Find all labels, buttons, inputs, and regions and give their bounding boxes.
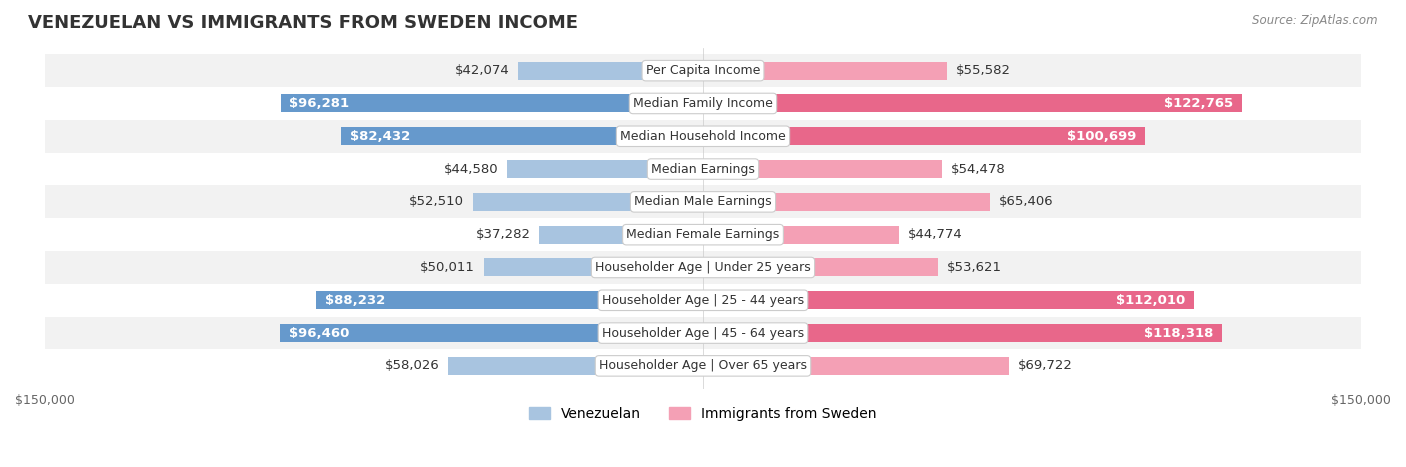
Bar xyxy=(342,127,703,145)
Bar xyxy=(45,284,1361,317)
Bar xyxy=(281,94,703,113)
Text: Source: ZipAtlas.com: Source: ZipAtlas.com xyxy=(1253,14,1378,27)
Bar xyxy=(703,94,1241,113)
Text: Median Male Earnings: Median Male Earnings xyxy=(634,195,772,208)
Text: $52,510: $52,510 xyxy=(409,195,464,208)
Bar xyxy=(45,251,1361,284)
Text: Householder Age | Under 25 years: Householder Age | Under 25 years xyxy=(595,261,811,274)
Bar xyxy=(703,62,946,80)
Text: $42,074: $42,074 xyxy=(456,64,509,77)
Bar xyxy=(484,258,703,276)
Bar xyxy=(703,160,942,178)
Text: $50,011: $50,011 xyxy=(420,261,475,274)
Text: Householder Age | Over 65 years: Householder Age | Over 65 years xyxy=(599,360,807,372)
Text: $55,582: $55,582 xyxy=(956,64,1011,77)
Text: $100,699: $100,699 xyxy=(1067,130,1136,143)
Text: $58,026: $58,026 xyxy=(385,360,440,372)
Text: Per Capita Income: Per Capita Income xyxy=(645,64,761,77)
Bar xyxy=(703,226,900,244)
Text: $65,406: $65,406 xyxy=(998,195,1053,208)
Text: Median Earnings: Median Earnings xyxy=(651,163,755,176)
Text: Median Household Income: Median Household Income xyxy=(620,130,786,143)
Bar xyxy=(508,160,703,178)
Bar xyxy=(703,291,1195,309)
Text: $122,765: $122,765 xyxy=(1164,97,1233,110)
Text: Householder Age | 45 - 64 years: Householder Age | 45 - 64 years xyxy=(602,326,804,340)
Text: Median Female Earnings: Median Female Earnings xyxy=(627,228,779,241)
Bar xyxy=(472,193,703,211)
Text: $82,432: $82,432 xyxy=(350,130,411,143)
Bar xyxy=(519,62,703,80)
Text: $69,722: $69,722 xyxy=(1018,360,1073,372)
Text: $53,621: $53,621 xyxy=(948,261,1002,274)
Bar xyxy=(45,54,1361,87)
Bar xyxy=(45,317,1361,349)
Bar xyxy=(703,127,1144,145)
Legend: Venezuelan, Immigrants from Sweden: Venezuelan, Immigrants from Sweden xyxy=(524,401,882,426)
Text: $96,460: $96,460 xyxy=(288,326,349,340)
Bar xyxy=(45,349,1361,382)
Text: $112,010: $112,010 xyxy=(1116,294,1185,307)
Bar xyxy=(45,87,1361,120)
Bar xyxy=(540,226,703,244)
Text: $44,774: $44,774 xyxy=(908,228,963,241)
Text: $54,478: $54,478 xyxy=(950,163,1005,176)
Text: VENEZUELAN VS IMMIGRANTS FROM SWEDEN INCOME: VENEZUELAN VS IMMIGRANTS FROM SWEDEN INC… xyxy=(28,14,578,32)
Bar xyxy=(703,193,990,211)
Bar xyxy=(45,218,1361,251)
Text: Median Family Income: Median Family Income xyxy=(633,97,773,110)
Bar xyxy=(703,324,1222,342)
Bar xyxy=(449,357,703,375)
Text: $96,281: $96,281 xyxy=(290,97,350,110)
Bar xyxy=(280,324,703,342)
Text: $44,580: $44,580 xyxy=(444,163,499,176)
Text: $118,318: $118,318 xyxy=(1144,326,1213,340)
Text: Householder Age | 25 - 44 years: Householder Age | 25 - 44 years xyxy=(602,294,804,307)
Text: $37,282: $37,282 xyxy=(475,228,530,241)
Text: $88,232: $88,232 xyxy=(325,294,385,307)
Bar xyxy=(703,357,1010,375)
Bar xyxy=(45,120,1361,153)
Bar xyxy=(316,291,703,309)
Bar xyxy=(45,153,1361,185)
Bar xyxy=(703,258,938,276)
Bar xyxy=(45,185,1361,218)
